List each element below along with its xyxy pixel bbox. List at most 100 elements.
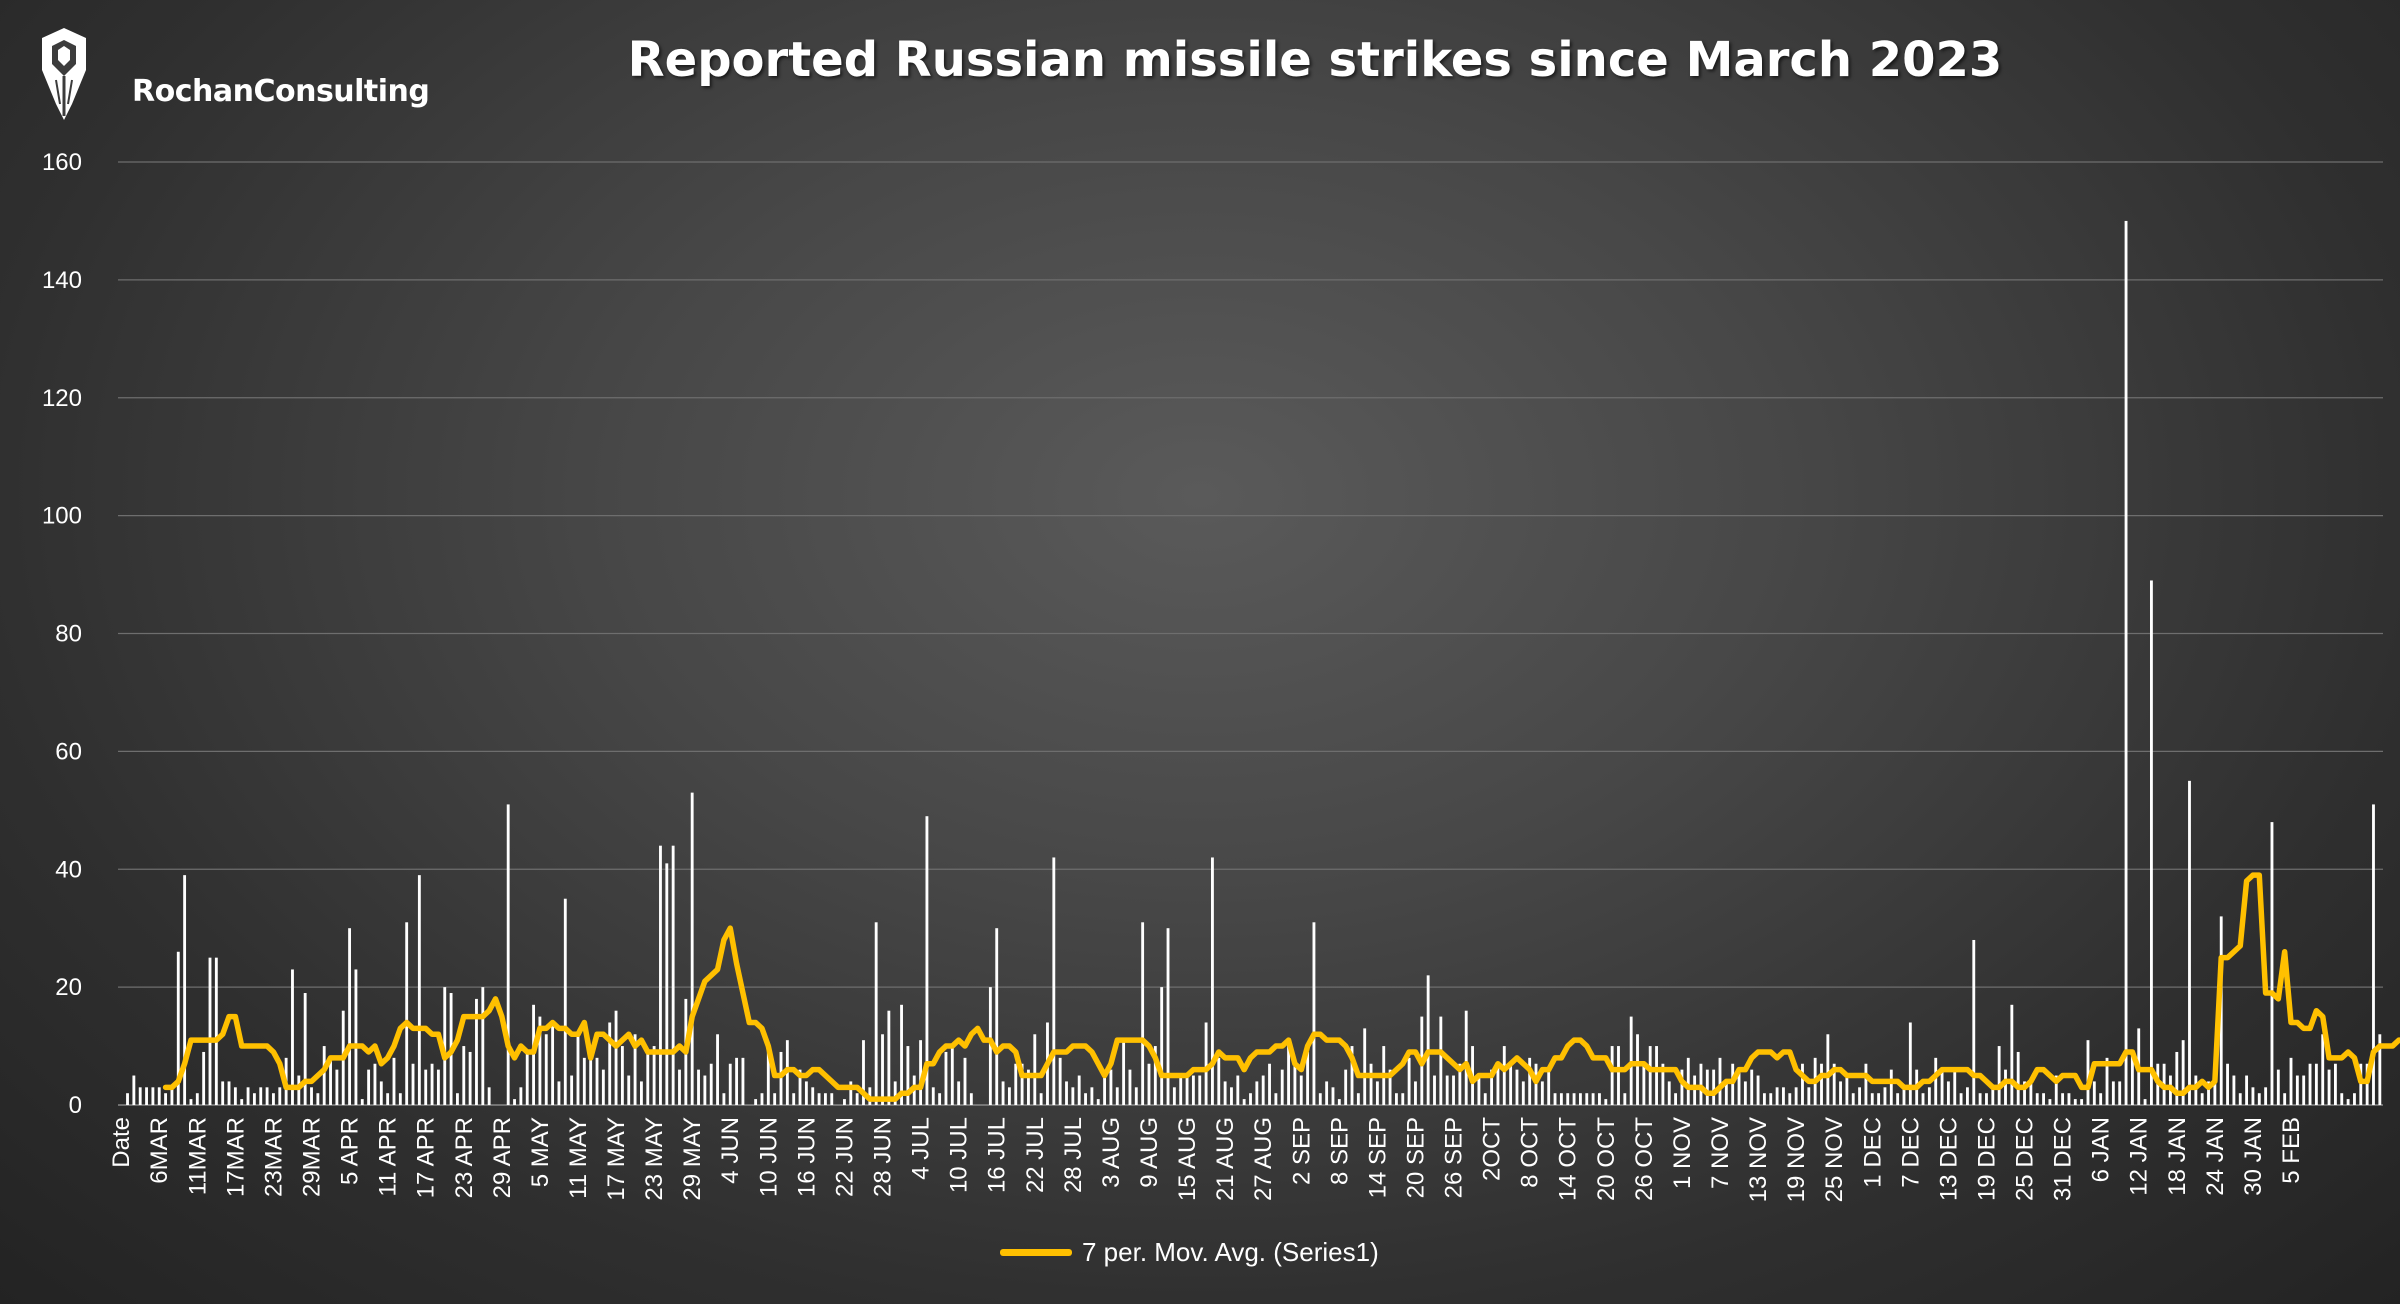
x-tick-label: 25 NOV bbox=[1821, 1117, 1848, 1202]
bar bbox=[1966, 1087, 1969, 1105]
bar bbox=[887, 1010, 891, 1105]
bar bbox=[1997, 1046, 2001, 1105]
bar bbox=[424, 1069, 428, 1105]
bar bbox=[1249, 1093, 1252, 1105]
bar bbox=[1712, 1069, 1716, 1105]
bar bbox=[310, 1087, 313, 1105]
bar bbox=[316, 1093, 320, 1105]
bar bbox=[335, 1069, 339, 1105]
bar bbox=[183, 875, 187, 1105]
x-tick-label: 7 NOV bbox=[1707, 1117, 1734, 1189]
bar bbox=[843, 1099, 846, 1105]
bar bbox=[1464, 1010, 1468, 1105]
bar bbox=[436, 1069, 440, 1105]
bar bbox=[1191, 1075, 1195, 1105]
x-tick-label: 17 MAY bbox=[603, 1117, 630, 1201]
bar bbox=[373, 1063, 377, 1105]
bar bbox=[462, 1046, 466, 1105]
bar bbox=[525, 1051, 529, 1105]
bar bbox=[2023, 1081, 2026, 1105]
bar bbox=[697, 1069, 700, 1105]
x-tick-label: 21 AUG bbox=[1212, 1117, 1239, 1201]
bar bbox=[931, 1087, 935, 1105]
bar bbox=[589, 1057, 593, 1105]
bar bbox=[1572, 1093, 1576, 1105]
bar bbox=[481, 987, 485, 1105]
bar bbox=[633, 1034, 637, 1105]
x-tick-label: 7 DEC bbox=[1897, 1117, 1924, 1188]
bar bbox=[678, 1069, 681, 1105]
bar bbox=[2257, 1093, 2261, 1105]
bar bbox=[506, 804, 510, 1105]
moving-average-line bbox=[162, 872, 2400, 1102]
bar bbox=[164, 1093, 168, 1105]
x-tick-label: 17 APR bbox=[413, 1117, 440, 1198]
bar bbox=[735, 1057, 739, 1105]
bar bbox=[1604, 1099, 1608, 1105]
bar bbox=[988, 987, 992, 1105]
bar bbox=[2308, 1063, 2312, 1105]
x-tick-label: 14 OCT bbox=[1555, 1117, 1582, 1201]
bar bbox=[1699, 1063, 1703, 1105]
x-tick-label: 13 NOV bbox=[1745, 1117, 1772, 1202]
x-tick-label: 4 JUN bbox=[717, 1117, 744, 1184]
bar bbox=[1020, 1063, 1024, 1105]
bar bbox=[1902, 1087, 1906, 1105]
bar bbox=[1223, 1081, 1227, 1105]
bar bbox=[252, 1093, 256, 1105]
bar bbox=[576, 1034, 580, 1105]
bar bbox=[1750, 1069, 1754, 1105]
bar bbox=[1991, 1087, 1995, 1105]
bar bbox=[2226, 1063, 2229, 1105]
bar bbox=[646, 1051, 650, 1105]
x-tick-label: 5 FEB bbox=[2278, 1117, 2305, 1184]
bar bbox=[246, 1087, 250, 1105]
bar bbox=[1883, 1087, 1887, 1105]
bar bbox=[1230, 1087, 1233, 1105]
bar bbox=[1693, 1075, 1697, 1105]
bar bbox=[614, 1010, 618, 1105]
bar bbox=[1832, 1063, 1836, 1105]
bar bbox=[411, 1063, 415, 1105]
bar bbox=[1433, 1075, 1436, 1105]
bar bbox=[811, 1087, 815, 1105]
y-tick-label: 40 bbox=[55, 856, 82, 883]
bar bbox=[2207, 1081, 2210, 1105]
bar bbox=[1636, 1034, 1639, 1105]
gridlines bbox=[118, 161, 2383, 1106]
x-tick-label: 11 APR bbox=[375, 1117, 402, 1197]
bar bbox=[1509, 1063, 1513, 1105]
bar bbox=[145, 1087, 148, 1105]
bar bbox=[1293, 1063, 1297, 1105]
bar bbox=[544, 1034, 548, 1105]
x-tick-label: 11MAR bbox=[184, 1117, 211, 1195]
bar bbox=[1414, 1081, 1417, 1105]
bar bbox=[1185, 1075, 1189, 1105]
bar bbox=[1946, 1081, 1950, 1105]
bar bbox=[405, 922, 409, 1105]
bar bbox=[398, 1093, 402, 1105]
bar bbox=[754, 1099, 758, 1105]
bar bbox=[1566, 1093, 1570, 1105]
bar bbox=[1058, 1057, 1062, 1105]
bar bbox=[322, 1046, 326, 1105]
bar bbox=[1680, 1069, 1684, 1105]
bar bbox=[468, 1051, 472, 1105]
bar bbox=[360, 1099, 364, 1105]
bar bbox=[804, 1081, 808, 1105]
x-tick-label: 14 SEP bbox=[1364, 1117, 1391, 1198]
bar bbox=[1617, 1046, 1620, 1105]
bar bbox=[1350, 1046, 1354, 1105]
bar bbox=[779, 1051, 783, 1105]
bar bbox=[2124, 220, 2128, 1105]
bar bbox=[2105, 1057, 2109, 1105]
bar bbox=[227, 1081, 231, 1105]
bar bbox=[2365, 1063, 2369, 1105]
x-tick-label: 1 DEC bbox=[1859, 1117, 1886, 1188]
bar bbox=[1648, 1046, 1652, 1105]
bar bbox=[1788, 1093, 1792, 1105]
x-tick-label: 23 APR bbox=[451, 1117, 478, 1198]
bar bbox=[1820, 1063, 1823, 1105]
bar bbox=[1084, 1093, 1087, 1105]
x-tick-label: 1 NOV bbox=[1669, 1117, 1696, 1189]
